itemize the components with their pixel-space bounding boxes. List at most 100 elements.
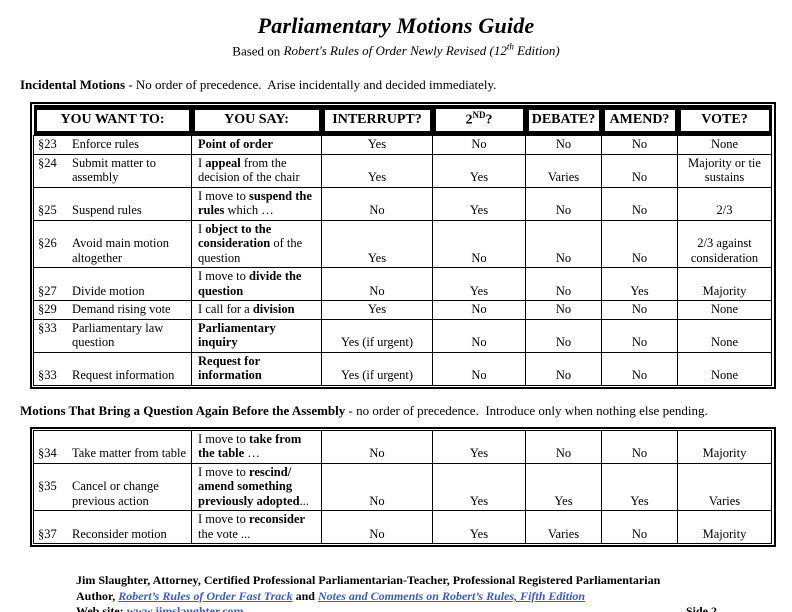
cell-you-want-to: §24 Submit matter to assembly (33, 153, 192, 188)
cell-second: Yes (432, 462, 526, 512)
subtitle-book-title: Robert's Rules of Order Newly Revised (1… (283, 42, 560, 59)
column-header-2: INTERRUPT? (321, 105, 433, 136)
and-text: and (292, 588, 318, 603)
book-link-fast-track[interactable]: Robert’s Rules of Order Fast Track (118, 588, 293, 603)
cell-debate: No (525, 219, 602, 269)
motion-want-label: Request information (72, 368, 175, 383)
section-number: §24 (38, 155, 57, 170)
cell-second: No (432, 351, 526, 386)
say-text: I (198, 221, 206, 236)
table-row: §33 Parliamentary law question Parliamenta… (33, 318, 772, 353)
say-text: I move to (198, 188, 250, 203)
cell-you-want-to: §33 Request information (33, 351, 192, 386)
cell-you-want-to: §37 Reconsider motion (33, 510, 192, 545)
cell-amend: No (601, 318, 678, 353)
say-bold-text: Request for information (198, 353, 262, 383)
cell-you-want-to: §33 Parliamentary law question (33, 318, 192, 353)
motion-want-label: Parliamentary law question (72, 320, 164, 350)
cell-second: No (432, 300, 526, 320)
cell-debate: No (525, 318, 602, 353)
say-text: ... (299, 493, 309, 508)
motion-want-label: Cancel or change previous action (72, 479, 159, 508)
section-number: §26 (38, 236, 57, 251)
cell-interrupt: No (321, 462, 433, 512)
motion-want-label: Take matter from table (72, 446, 187, 461)
section-number: §33 (38, 320, 57, 335)
cell-vote: None (677, 300, 772, 320)
cell-amend: No (601, 300, 678, 320)
section-number: §37 (38, 526, 57, 541)
section1-heading: Incidental Motions - No order of precede… (20, 77, 776, 93)
motion-want-label: Demand rising vote (72, 302, 171, 317)
subtitle-prefix: Based on (232, 43, 284, 59)
cell-interrupt: No (321, 429, 433, 464)
cell-you-want-to: §23 Enforce rules (33, 135, 192, 155)
author-prefix: Author, (76, 588, 119, 603)
cell-you-say: I move to reconsider the vote ... (191, 510, 322, 545)
cell-you-say: Request for information (191, 351, 322, 386)
cell-vote: Majority (677, 510, 772, 545)
cell-vote: None (677, 351, 772, 386)
say-text: I move to (198, 512, 250, 527)
cell-vote: Varies (677, 462, 772, 512)
say-text: which … (224, 203, 274, 218)
cell-vote: None (677, 318, 772, 353)
cell-vote: Majority (677, 429, 772, 464)
cell-amend: No (601, 219, 678, 269)
cell-debate: No (525, 267, 602, 302)
say-text: I call for a (198, 302, 253, 317)
say-text: the vote ... (198, 526, 251, 541)
section2-heading-rest: - no order of precedence. Introduce only… (345, 402, 708, 418)
cell-you-want-to: §27 Divide motion (33, 267, 192, 302)
page-subtitle: Based on Robert's Rules of Order Newly R… (0, 42, 792, 59)
say-bold-text: Parliamentary inquiry (198, 320, 276, 350)
cell-second: No (432, 219, 526, 269)
bring-back-motions-table: §34 Take matter from table I move to take … (33, 429, 772, 545)
cell-amend: No (601, 186, 678, 221)
cell-amend: No (601, 135, 678, 155)
cell-interrupt: Yes (321, 300, 433, 320)
say-bold-text: take from the table (198, 431, 302, 461)
side-label: Side 2 (685, 604, 717, 612)
table-row: §29 Demand rising vote I call for a divisi… (33, 300, 772, 320)
section-number: §35 (38, 479, 57, 494)
cell-amend: No (601, 153, 678, 188)
page-title: Parliamentary Motions Guide (257, 13, 535, 38)
column-header-3: 2ND? (432, 105, 526, 136)
say-bold-text: division (252, 302, 295, 317)
cell-debate: No (525, 135, 602, 155)
table-row: §25 Suspend rules I move to suspend the ru… (33, 186, 772, 221)
column-header-label: DEBATE? (528, 110, 599, 131)
motion-want-label: Divide motion (72, 283, 145, 298)
column-header-label: INTERRUPT? (324, 110, 430, 131)
say-text: from the decision of the chair (198, 155, 300, 185)
column-header-4: DEBATE? (525, 105, 602, 136)
cell-you-say: I move to rescind/ amend something previ… (191, 462, 322, 512)
cell-debate: No (525, 300, 602, 320)
cell-amend: Yes (601, 267, 678, 302)
cell-amend: No (601, 510, 678, 545)
cell-second: Yes (432, 153, 526, 188)
section-number: §33 (38, 368, 57, 383)
column-header-label: AMEND? (604, 110, 675, 131)
section2-heading-bold: Motions That Bring a Question Again Befo… (20, 402, 346, 418)
cell-interrupt: Yes (321, 219, 433, 269)
section-number: §34 (38, 446, 57, 461)
say-text: I (198, 155, 206, 170)
column-header-label: YOU SAY: (194, 110, 319, 131)
table-row: §23 Enforce rules Point of order Yes No No No N… (33, 135, 772, 155)
table-row: §37 Reconsider motion I move to reconsider… (33, 510, 772, 545)
cell-you-want-to: §35 Cancel or change previous action (33, 462, 192, 512)
website-link[interactable]: www.jimslaughter.com (126, 604, 244, 612)
footer-author-line: Author, Robert’s Rules of Order Fast Tra… (76, 589, 717, 605)
cell-you-want-to: §25 Suspend rules (33, 186, 192, 221)
cell-amend: Yes (601, 462, 678, 512)
say-bold-text: suspend the rules (198, 188, 312, 218)
section-number: §23 (38, 137, 57, 152)
website-group: Web site: www.jimslaughter.com (76, 604, 244, 612)
cell-amend: No (601, 429, 678, 464)
section2-heading: Motions That Bring a Question Again Befo… (20, 403, 776, 419)
book-link-notes-comments[interactable]: Notes and Comments on Robert’s Rules, Fi… (317, 588, 586, 603)
cell-debate: Yes (525, 462, 602, 512)
cell-second: Yes (432, 510, 526, 545)
